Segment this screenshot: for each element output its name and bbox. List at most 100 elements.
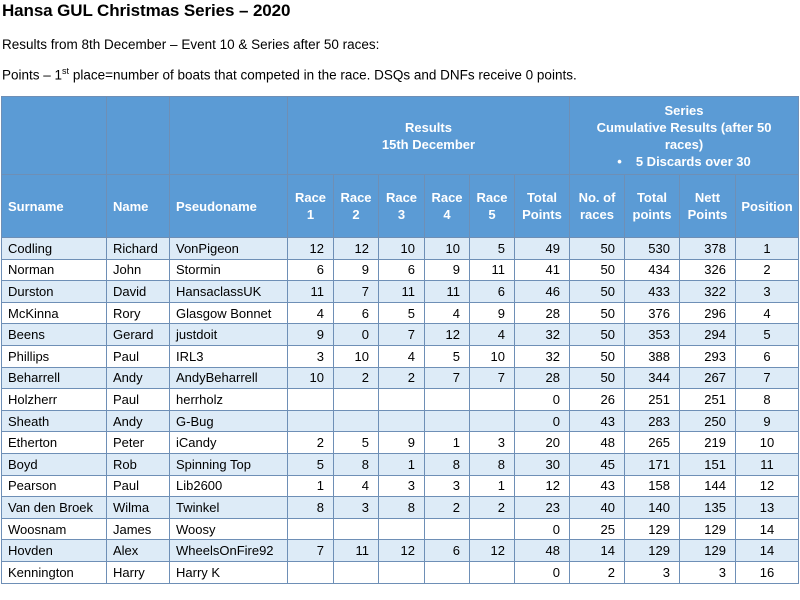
cell-race-5: 5 [469, 237, 515, 260]
cell-no-of-races: 45 [569, 452, 625, 476]
col-header-total-points-bottom: Points [522, 207, 562, 222]
results-group-line2: 15th December [381, 136, 476, 152]
cell-position: 14 [734, 517, 800, 541]
cell-nett-points: 322 [679, 280, 736, 303]
cell-pseudoname: AndyBeharrell [169, 366, 288, 390]
cell-total-points: 0 [514, 388, 570, 411]
col-header-race-4-top: Race [431, 190, 463, 205]
cell-race-3 [378, 409, 425, 433]
cell-series-total: 171 [624, 452, 680, 476]
cell-series-total: 3 [624, 560, 680, 584]
cell-no-of-races: 48 [569, 431, 625, 454]
cell-no-of-races: 43 [569, 409, 625, 433]
cell-race-2 [333, 388, 379, 411]
cell-total-points: 20 [514, 431, 570, 454]
results-group-header: Results 15th December [287, 96, 570, 175]
col-header-total-points-top: Total [526, 190, 558, 205]
cell-race-3: 9 [378, 431, 425, 454]
cell-nett-points: 144 [679, 474, 736, 498]
cell-position: 16 [734, 560, 800, 584]
cell-race-3: 5 [378, 301, 425, 325]
cell-no-of-races: 50 [569, 323, 625, 346]
cell-position: 10 [734, 431, 800, 454]
cell-name: Gerard [106, 323, 170, 346]
table-row: Durston David HansaclassUK 11 7 11 11 6 46 50 433 3… [1, 280, 800, 303]
cell-series-total: 251 [624, 388, 680, 411]
col-header-nett-points-bottom: Points [687, 207, 728, 222]
table-row: Hovden Alex WheelsOnFire92 7 11 12 6 12 48 14 129 1… [1, 539, 800, 562]
cell-nett-points: 251 [679, 388, 736, 411]
col-header-race-5-top: Race [476, 190, 508, 205]
cell-no-of-races: 50 [569, 258, 625, 282]
cell-race-3: 2 [378, 366, 425, 390]
cell-nett-points: 250 [679, 409, 736, 433]
cell-name: Paul [106, 388, 170, 411]
cell-no-of-races: 50 [569, 280, 625, 303]
cell-no-of-races: 2 [569, 560, 625, 584]
header-group-row: Results 15th December Series Cumulative … [1, 96, 800, 175]
table-row: Holzherr Paul herrholz 0 26 251 251 8 [1, 388, 800, 411]
cell-position: 8 [734, 388, 800, 411]
cell-no-of-races: 25 [569, 517, 625, 541]
cell-position: 5 [734, 323, 800, 346]
series-group-line2: Cumulative Results (after 50 [596, 119, 772, 135]
cell-race-5: 3 [469, 431, 515, 454]
cell-surname: Norman [1, 258, 107, 282]
cell-name: Andy [106, 409, 170, 433]
cell-pseudoname: IRL3 [169, 344, 288, 368]
col-header-race-1: Race 1 [287, 174, 334, 238]
table-row: Norman John Stormin 6 9 6 9 11 41 50 434 326 2 [1, 258, 800, 282]
cell-surname: Sheath [1, 409, 107, 433]
col-header-nett-points: Nett Points [679, 174, 736, 238]
cell-race-5 [469, 409, 515, 433]
col-header-race-4-bottom: 4 [443, 207, 451, 222]
col-header-surname: Surname [1, 174, 107, 238]
cell-race-5: 12 [469, 539, 515, 562]
cell-race-3: 7 [378, 323, 425, 346]
cell-name: David [106, 280, 170, 303]
cell-race-4: 2 [424, 496, 470, 519]
cell-race-2: 9 [333, 258, 379, 282]
table-row: Boyd Rob Spinning Top 5 8 1 8 8 30 45 171 151 11 [1, 452, 800, 476]
points-note-pre: Points – 1 [2, 67, 63, 83]
cell-total-points: 32 [514, 323, 570, 346]
cell-surname: Pearson [1, 474, 107, 498]
cell-name: John [106, 258, 170, 282]
cell-name: Peter [106, 431, 170, 454]
cell-race-2: 11 [333, 539, 379, 562]
cell-pseudoname: HansaclassUK [169, 280, 288, 303]
cell-race-4 [424, 388, 470, 411]
col-header-race-2-top: Race [340, 190, 372, 205]
cell-race-5: 2 [469, 496, 515, 519]
cell-pseudoname: Lib2600 [169, 474, 288, 498]
cell-nett-points: 378 [679, 237, 736, 260]
cell-pseudoname: justdoit [169, 323, 288, 346]
cell-nett-points: 293 [679, 344, 736, 368]
cell-race-3 [378, 388, 425, 411]
cell-pseudoname: Twinkel [169, 496, 288, 519]
cell-pseudoname: herrholz [169, 388, 288, 411]
table-row: Phillips Paul IRL3 3 10 4 5 10 32 50 388 293 6 [1, 344, 800, 368]
cell-series-total: 283 [624, 409, 680, 433]
col-header-series-total: Total points [624, 174, 680, 238]
col-header-race-1-top: Race [294, 190, 327, 205]
cell-race-5: 4 [469, 323, 515, 346]
cell-race-3: 3 [378, 474, 425, 498]
cell-race-1: 7 [287, 539, 334, 562]
cell-series-total: 530 [624, 237, 680, 260]
cell-race-4: 7 [424, 366, 470, 390]
cell-race-3: 11 [378, 280, 425, 303]
header-blank-surname [1, 96, 107, 175]
col-header-nett-points-top: Nett [694, 190, 721, 205]
cell-race-4 [424, 560, 470, 584]
cell-no-of-races: 50 [569, 366, 625, 390]
cell-race-1: 9 [287, 323, 334, 346]
cell-race-1 [287, 560, 334, 584]
table-row: Beens Gerard justdoit 9 0 7 12 4 32 50 353 294 5 [1, 323, 800, 346]
cell-race-4: 9 [424, 258, 470, 282]
col-header-pseudoname: Pseudoname [169, 174, 288, 238]
header-column-row: Surname Name Pseudoname Race 1 Race 2 Race… [1, 174, 800, 238]
col-header-race-5: Race 5 [469, 174, 515, 238]
table-row: Pearson Paul Lib2600 1 4 3 3 1 12 43 158 144 12 [1, 474, 800, 498]
cell-name: Richard [106, 237, 170, 260]
